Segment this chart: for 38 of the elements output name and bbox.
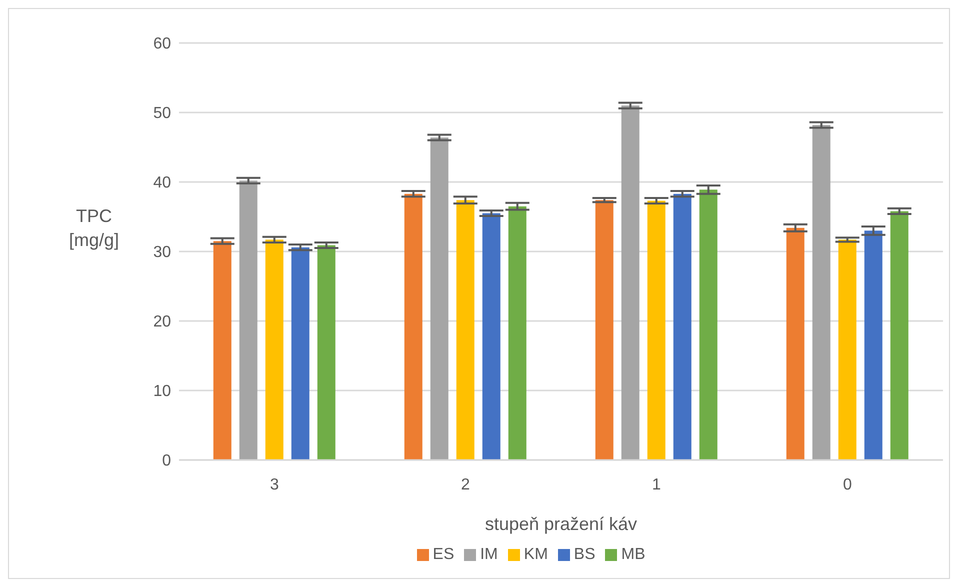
bar <box>673 194 692 460</box>
x-axis-title: stupeň pražení káv <box>484 514 638 534</box>
bar <box>239 180 258 460</box>
bar <box>621 106 640 460</box>
bar <box>864 230 882 460</box>
x-tick-label: 3 <box>270 476 280 494</box>
bar <box>699 190 718 460</box>
x-tick-label: 1 <box>652 476 662 494</box>
y-axis-title: TPC [mg/g] <box>68 205 120 252</box>
bar <box>595 200 614 460</box>
x-tick-label: 2 <box>461 476 470 494</box>
bar <box>430 138 448 460</box>
bar <box>317 245 336 460</box>
legend-label: KM <box>524 546 548 563</box>
bar <box>812 125 830 460</box>
bar <box>265 240 284 460</box>
bar <box>482 213 500 460</box>
bar <box>291 247 310 460</box>
y-tick-label: 40 <box>153 174 172 192</box>
bar <box>890 211 908 460</box>
bar <box>786 228 804 460</box>
bar <box>404 194 422 460</box>
legend-label: BS <box>574 546 596 563</box>
bar <box>456 200 474 460</box>
y-tick-label: 10 <box>153 383 172 400</box>
legend-label: MB <box>621 546 646 563</box>
bar <box>508 206 526 460</box>
y-tick-label: 30 <box>153 244 172 262</box>
bar <box>213 241 232 460</box>
y-tick-label: 0 <box>162 452 172 470</box>
bar <box>838 240 856 460</box>
y-tick-label: 20 <box>153 314 172 331</box>
y-tick-label: 50 <box>153 105 172 122</box>
y-tick-label: 60 <box>153 36 172 53</box>
legend-label: ES <box>432 546 454 563</box>
legend-label: IM <box>480 546 498 563</box>
bar <box>647 200 666 460</box>
x-tick-label: 0 <box>843 476 852 494</box>
